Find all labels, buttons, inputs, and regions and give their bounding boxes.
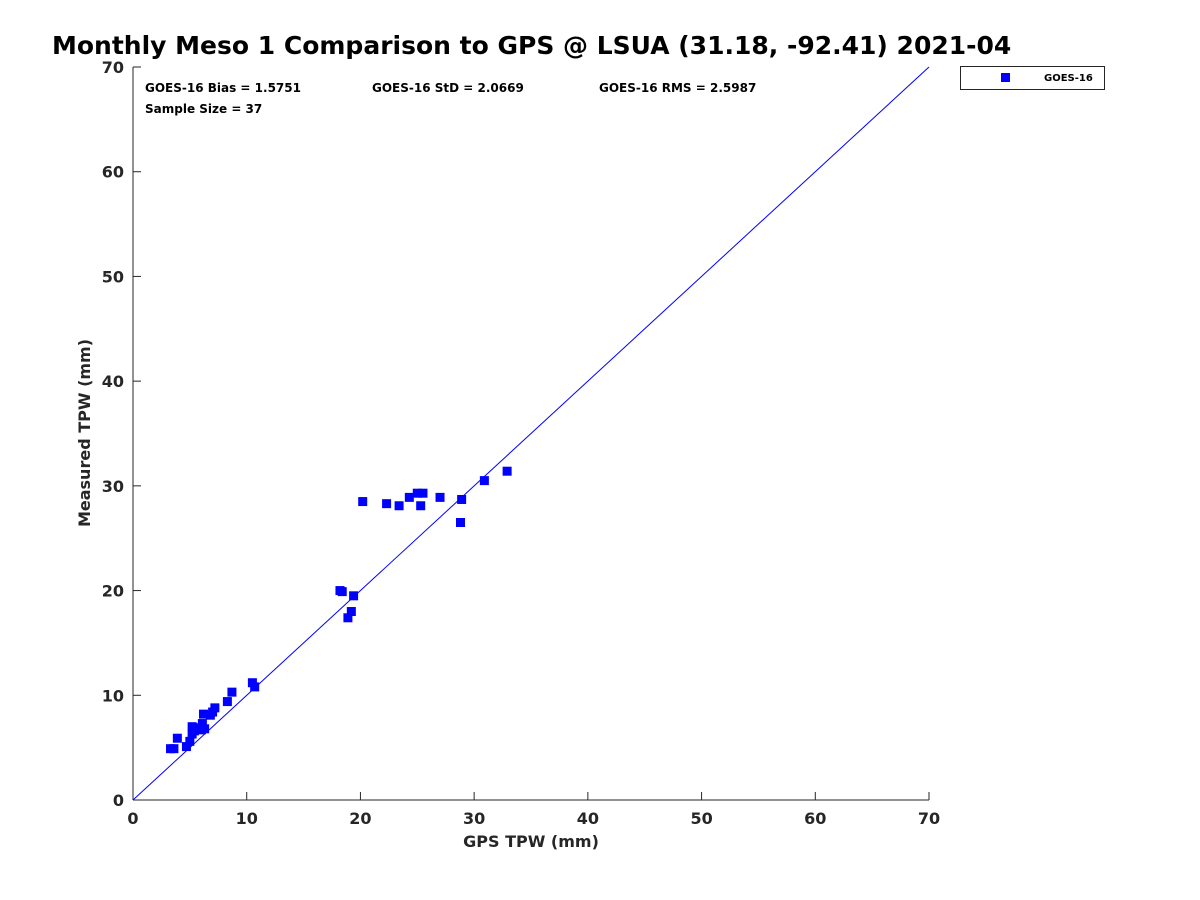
- x-tick-label: 10: [236, 809, 258, 828]
- y-tick-label: 40: [102, 372, 124, 391]
- data-point: [418, 488, 428, 498]
- data-point: [337, 587, 347, 597]
- legend-box: [960, 66, 1105, 90]
- data-point: [457, 494, 467, 504]
- data-point: [197, 719, 207, 729]
- data-point: [382, 499, 392, 509]
- x-tick-label: 60: [804, 809, 826, 828]
- x-axis-label: GPS TPW (mm): [463, 832, 599, 851]
- data-point: [200, 724, 210, 734]
- x-tick-label: 70: [918, 809, 940, 828]
- data-point: [455, 518, 465, 528]
- data-point: [185, 736, 195, 746]
- rms-annotation: GOES-16 RMS = 2.5987: [599, 81, 756, 95]
- y-tick-label: 50: [102, 267, 124, 286]
- data-point: [227, 687, 237, 697]
- plot-area: 0 10 20 30 40 50 60 70 0 10 20 30 40 50 60 70: [102, 58, 940, 828]
- data-point: [502, 466, 512, 476]
- y-tick-label: 10: [102, 686, 124, 705]
- data-point: [479, 476, 489, 486]
- x-tick-label: 50: [690, 809, 712, 828]
- bias-annotation: GOES-16 Bias = 1.5751: [145, 81, 301, 95]
- reference-line-group: [132, 66, 930, 801]
- data-point: [169, 744, 179, 754]
- legend-label-goes-16: GOES-16: [1044, 73, 1093, 84]
- x-tick-label: 20: [349, 809, 371, 828]
- one-to-one-line: [132, 66, 930, 801]
- chart-title: Monthly Meso 1 Comparison to GPS @ LSUA …: [52, 31, 1011, 60]
- data-point: [412, 488, 422, 498]
- data-point: [404, 492, 414, 502]
- legend-marker-goes-16: [1001, 73, 1010, 82]
- y-tick-label: 70: [102, 58, 124, 77]
- data-points: [166, 466, 512, 754]
- legend: GOES-16: [960, 66, 1105, 90]
- y-tick-label: 60: [102, 163, 124, 182]
- y-tick-label: 30: [102, 477, 124, 496]
- y-tick-label: 20: [102, 582, 124, 601]
- sample-size-annotation: Sample Size = 37: [145, 102, 262, 116]
- data-point: [343, 613, 353, 623]
- data-point: [435, 492, 445, 502]
- y-tick-label: 0: [113, 791, 124, 810]
- data-point: [394, 501, 404, 511]
- data-point: [172, 733, 182, 743]
- data-point: [210, 703, 220, 713]
- data-point: [250, 682, 260, 692]
- x-tick-label: 0: [127, 809, 138, 828]
- x-tick-label: 40: [577, 809, 599, 828]
- std-annotation: GOES-16 StD = 2.0669: [372, 81, 524, 95]
- data-point: [416, 501, 426, 511]
- data-point: [346, 607, 356, 617]
- data-point: [199, 709, 209, 719]
- y-axis-label: Measured TPW (mm): [75, 339, 94, 527]
- data-point: [181, 742, 191, 752]
- x-tick-label: 30: [463, 809, 485, 828]
- data-point: [222, 697, 232, 707]
- data-point: [349, 591, 359, 601]
- data-point: [358, 497, 368, 507]
